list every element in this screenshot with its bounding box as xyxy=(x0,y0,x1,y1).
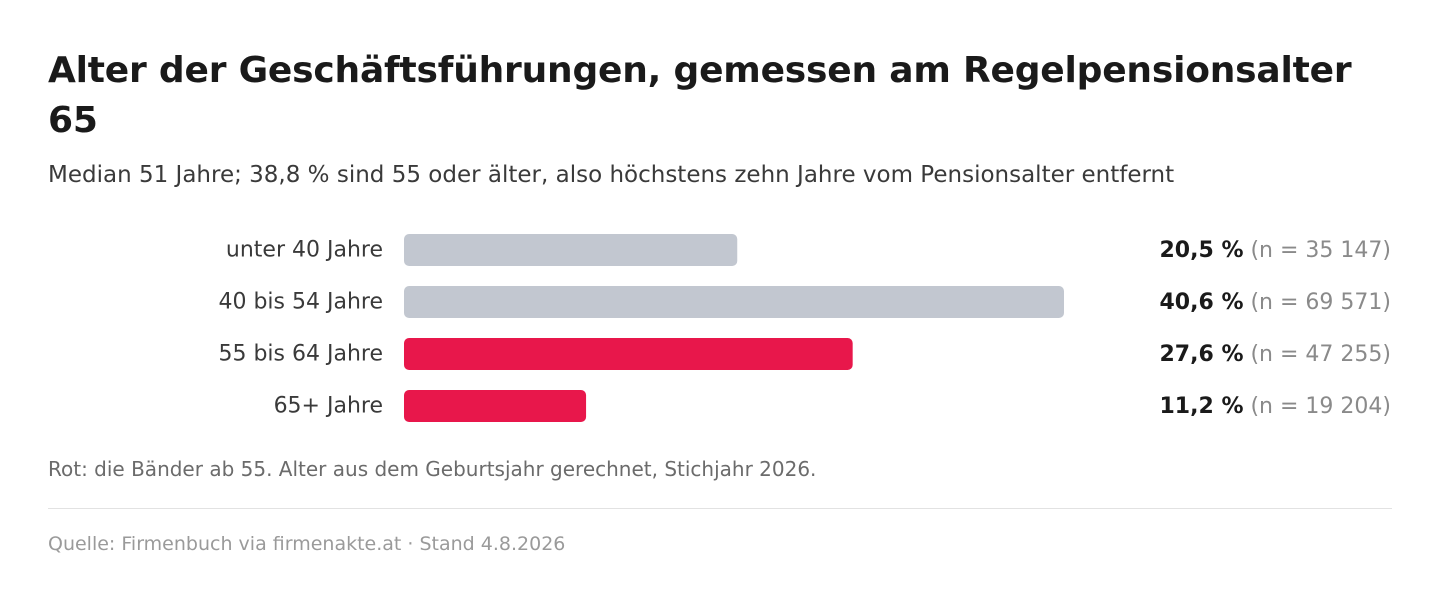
chart-subtitle: Median 51 Jahre; 38,8 % sind 55 oder ält… xyxy=(48,162,1175,188)
value-percent: 40,6 % xyxy=(1160,290,1244,315)
chart-footnote: Rot: die Bänder ab 55. Alter aus dem Geb… xyxy=(48,457,817,481)
category-label: unter 40 Jahre xyxy=(226,238,383,263)
bar xyxy=(404,390,587,422)
bar-chart: unter 40 Jahre 20,5 % (n = 35 147) 40 bis … xyxy=(0,230,1440,430)
chart-title: Alter der Geschäftsführungen, gemessen a… xyxy=(48,50,1352,141)
value-label: 27,6 % (n = 47 255) xyxy=(1160,342,1392,367)
value-label: 20,5 % (n = 35 147) xyxy=(1160,238,1392,263)
bar-chart-svg: unter 40 Jahre 20,5 % (n = 35 147) 40 bis … xyxy=(218,234,1392,422)
category-label: 65+ Jahre xyxy=(274,394,383,419)
value-percent: 27,6 % xyxy=(1160,342,1244,367)
value-count: (n = 19 204) xyxy=(1243,394,1391,419)
value-count: (n = 47 255) xyxy=(1243,342,1391,367)
value-label: 11,2 % (n = 19 204) xyxy=(1160,394,1392,419)
category-label: 55 bis 64 Jahre xyxy=(218,342,383,367)
chart-source: Quelle: Firmenbuch via firmenakte.at · S… xyxy=(48,533,566,555)
value-percent: 11,2 % xyxy=(1160,394,1244,419)
bar xyxy=(404,234,738,266)
divider xyxy=(48,508,1392,509)
value-percent: 20,5 % xyxy=(1160,238,1244,263)
value-count: (n = 35 147) xyxy=(1243,238,1391,263)
chart-header: Alter der Geschäftsführungen, gemessen a… xyxy=(48,46,1392,192)
category-label: 40 bis 54 Jahre xyxy=(218,290,383,315)
value-label: 40,6 % (n = 69 571) xyxy=(1160,290,1392,315)
bar xyxy=(404,338,853,370)
bar xyxy=(404,286,1064,318)
value-count: (n = 69 571) xyxy=(1243,290,1391,315)
